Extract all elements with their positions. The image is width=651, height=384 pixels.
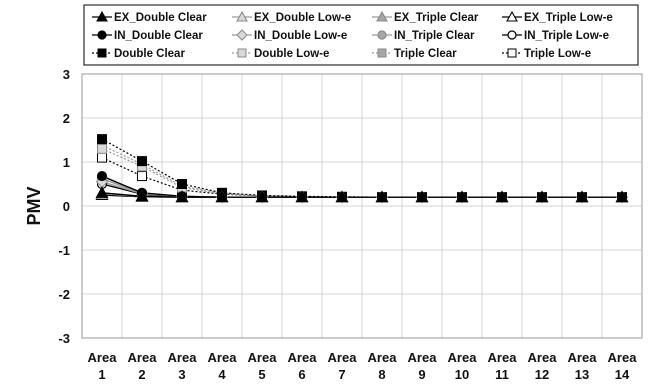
x-tick-label: Area xyxy=(368,350,398,365)
data-point xyxy=(97,134,107,145)
data-point xyxy=(95,186,109,198)
y-tick-label: 3 xyxy=(63,67,70,82)
legend-marker xyxy=(377,48,387,58)
x-tick-label-number: 5 xyxy=(258,367,265,382)
x-tick-label-number: 12 xyxy=(535,367,549,382)
y-tick-labels: 3 2 1 0 -1 -2 -3 xyxy=(58,67,70,346)
x-tick-label: Area xyxy=(128,350,158,365)
legend-label: EX_Triple Clear xyxy=(394,12,479,24)
x-tick-label: Area xyxy=(448,350,478,365)
legend-marker xyxy=(377,30,387,40)
series-markers xyxy=(95,134,629,204)
x-tick-label-number: 3 xyxy=(178,367,185,382)
legend-marker xyxy=(96,10,108,22)
x-tick-label: Area xyxy=(568,350,598,365)
data-point xyxy=(215,190,229,203)
data-point xyxy=(335,190,349,203)
legend-label: Triple Clear xyxy=(394,48,457,60)
series-lines xyxy=(101,138,622,198)
y-tick-label: 2 xyxy=(63,111,70,126)
x-tick-label-number: 6 xyxy=(298,367,305,382)
legend-marker xyxy=(236,29,248,41)
x-tick-label-number: 4 xyxy=(218,367,226,382)
x-tick-label-number: 9 xyxy=(418,367,425,382)
data-point xyxy=(495,190,509,203)
data-point xyxy=(135,189,149,202)
legend-marker xyxy=(236,10,248,22)
x-tick-label-number: 14 xyxy=(615,367,630,382)
data-point xyxy=(137,156,147,167)
x-tick-label: Area xyxy=(168,350,198,365)
series-line xyxy=(101,144,622,198)
data-point xyxy=(455,190,469,203)
x-tick-label: Area xyxy=(288,350,318,365)
legend-marker xyxy=(376,10,388,22)
legend-label: EX_Double Clear xyxy=(114,12,207,24)
legend-marker xyxy=(97,48,107,58)
x-tick-label: Area xyxy=(208,350,238,365)
y-tick-label: -2 xyxy=(58,287,70,302)
x-tick-label-number: 8 xyxy=(378,367,385,382)
data-point xyxy=(96,170,108,182)
legend-label: IN_Triple Low-e xyxy=(524,30,609,42)
legend-label: Double Low-e xyxy=(254,48,329,60)
data-point xyxy=(97,143,107,154)
x-tick-label-number: 7 xyxy=(338,367,345,382)
legend: EX_Double Clear EX_Double Low-e EX_Triple … xyxy=(92,10,613,60)
legend-label: Triple Low-e xyxy=(524,48,591,60)
data-point xyxy=(575,190,589,203)
y-axis-title: PMV xyxy=(24,186,44,225)
legend-marker xyxy=(97,30,107,40)
x-tick-label-number: 11 xyxy=(495,367,509,382)
x-tick-labels: Area 1 Area 2 Area 3 Area 4 Area 5 Area 6 Area 7 Area 8… xyxy=(88,350,638,382)
data-point xyxy=(615,190,629,203)
x-tick-label-number: 2 xyxy=(138,367,145,382)
legend-label: IN_Double Low-e xyxy=(254,30,347,42)
x-tick-label-number: 10 xyxy=(455,367,469,382)
x-tick-label: Area xyxy=(248,350,278,365)
x-tick-label-number: 1 xyxy=(98,367,105,382)
legend-label: IN_Double Clear xyxy=(114,30,203,42)
data-point xyxy=(175,190,189,203)
data-point xyxy=(535,190,549,203)
data-point xyxy=(97,152,107,163)
x-tick-label: Area xyxy=(88,350,118,365)
y-tick-label: 0 xyxy=(63,199,70,214)
legend-marker xyxy=(507,48,517,58)
legend-marker xyxy=(506,10,518,22)
data-point xyxy=(177,179,187,189)
y-tick-label: 1 xyxy=(63,155,70,170)
legend-marker xyxy=(237,48,247,58)
data-point xyxy=(295,190,309,203)
series-line xyxy=(101,192,622,198)
x-tick-label: Area xyxy=(408,350,438,365)
y-tick-label: -1 xyxy=(58,243,70,258)
legend-label: EX_Double Low-e xyxy=(254,12,351,24)
data-point xyxy=(137,171,147,182)
legend-label: IN_Triple Clear xyxy=(394,30,475,42)
plot-area-border xyxy=(81,73,643,339)
data-point xyxy=(375,190,389,203)
legend-box xyxy=(83,4,639,66)
data-point xyxy=(415,190,429,203)
y-tick-label: -3 xyxy=(58,331,70,346)
x-tick-label: Area xyxy=(328,350,358,365)
x-tick-label: Area xyxy=(488,350,518,365)
legend-label: Double Clear xyxy=(114,48,185,60)
x-tick-label: Area xyxy=(528,350,558,365)
x-tick-label: Area xyxy=(608,350,638,365)
legend-marker xyxy=(507,30,517,40)
data-point xyxy=(255,190,269,203)
x-tick-label-number: 13 xyxy=(575,367,589,382)
legend-label: EX_Triple Low-e xyxy=(524,12,613,24)
